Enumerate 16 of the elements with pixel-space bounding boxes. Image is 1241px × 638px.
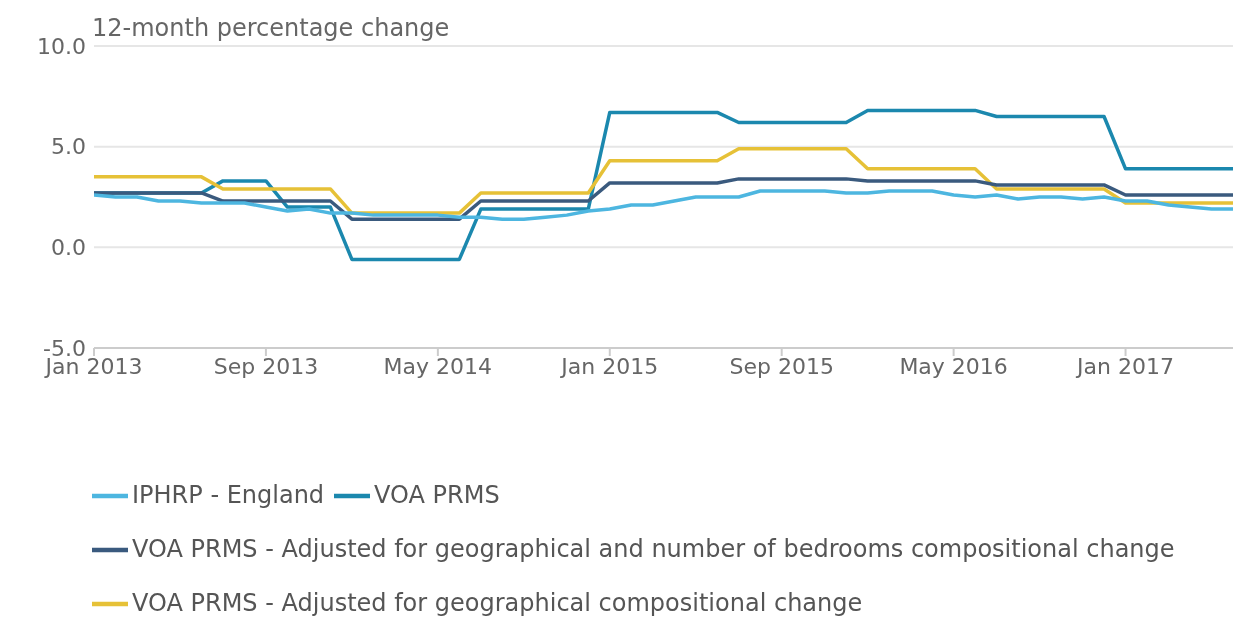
y-tick-label: 0.0 [51,235,86,261]
x-tick-label: Jan 2015 [559,353,659,379]
x-tick-label: May 2014 [383,353,493,379]
y-axis-title: 12-month percentage change [92,14,450,42]
x-tick-label: Sep 2015 [729,353,834,379]
x-tick-label: May 2016 [899,353,1008,379]
line-series [94,189,1233,221]
x-tick-label: Jan 2017 [1075,353,1174,379]
y-tick-label: 10.0 [37,33,86,59]
legend-label: VOA PRMS - Adjusted for geographical compositional change [132,589,863,617]
line-series [94,177,1233,221]
legend-label: IPHRP - England [132,481,325,509]
legend-label: VOA PRMS [374,481,500,509]
legend-label: VOA PRMS - Adjusted for geographical and number of bedrooms compositional change [132,535,1175,563]
x-tick-label: Sep 2013 [213,353,319,379]
y-tick-label: 5.0 [51,134,86,160]
